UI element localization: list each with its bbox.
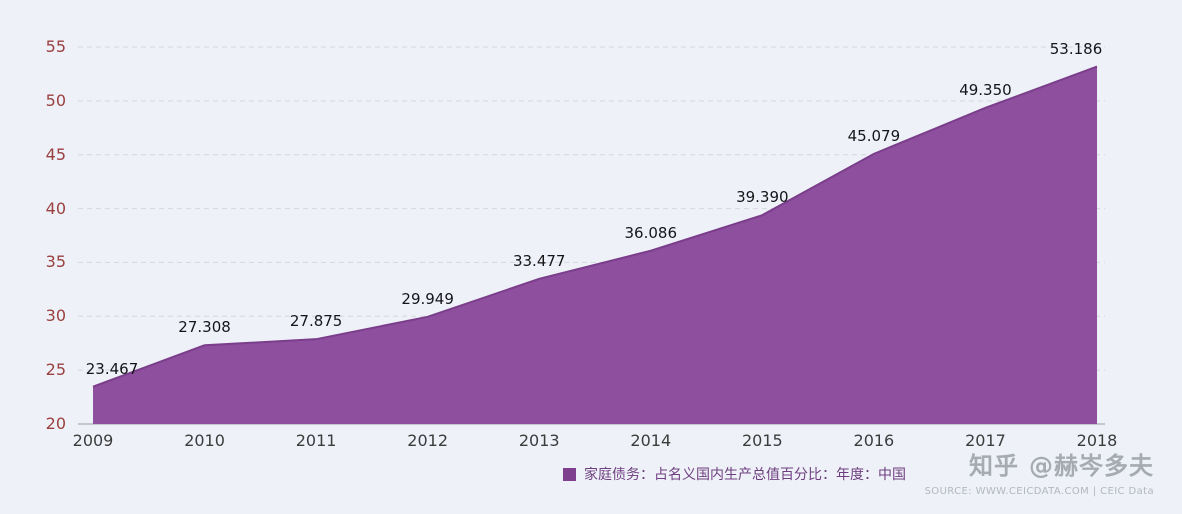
x-tick-label: 2009 [72,431,114,450]
y-tick-label: 35 [45,252,66,272]
data-point-label: 33.477 [512,251,566,270]
x-tick-label: 2017 [965,431,1006,450]
area-series-line [92,65,1098,388]
watermark: 知乎 @赫岑多夫 [969,446,1154,481]
data-point-label: 27.875 [289,312,343,331]
x-tick-label: 2010 [184,431,225,450]
source-attribution: SOURCE: WWW.CEICDATA.COM | CEIC Data [924,486,1154,497]
x-tick-label: 2018 [1076,431,1118,450]
data-point-label: 49.350 [959,80,1012,99]
data-point-label: 45.079 [847,126,901,145]
y-tick-label: 55 [45,37,66,56]
y-tick-label: 40 [45,198,66,218]
data-point-label: 53.186 [1049,39,1103,58]
data-point-label: 27.308 [178,318,231,337]
y-tick-label: 45 [45,144,66,164]
y-tick-label: 30 [45,306,66,326]
data-point-label: 39.390 [736,188,789,207]
y-tick-label: 20 [45,414,66,433]
x-tick-label: 2016 [853,431,895,450]
y-tick-label: 25 [45,360,66,380]
x-tick-label: 2014 [630,431,672,450]
x-tick-label: 2013 [518,431,560,450]
legend: 家庭债务：占名义国内生产总值百分比：年度：中国 [563,464,906,484]
watermark-handle: @赫岑多夫 [1029,452,1154,480]
area-series-fill [93,66,1097,424]
y-tick-label: 50 [45,90,66,110]
x-tick-label: 2012 [407,431,449,450]
legend-swatch [563,467,576,481]
legend-label: 家庭债务：占名义国内生产总值百分比：年度：中国 [584,467,906,483]
x-tick-label: 2015 [741,431,783,450]
data-point-label: 23.467 [85,359,139,378]
data-point-label: 36.086 [624,223,678,242]
x-tick-label: 2011 [295,431,337,450]
data-point-label: 29.949 [401,289,454,308]
watermark-brand-zhihu: 知乎 [969,452,1019,480]
